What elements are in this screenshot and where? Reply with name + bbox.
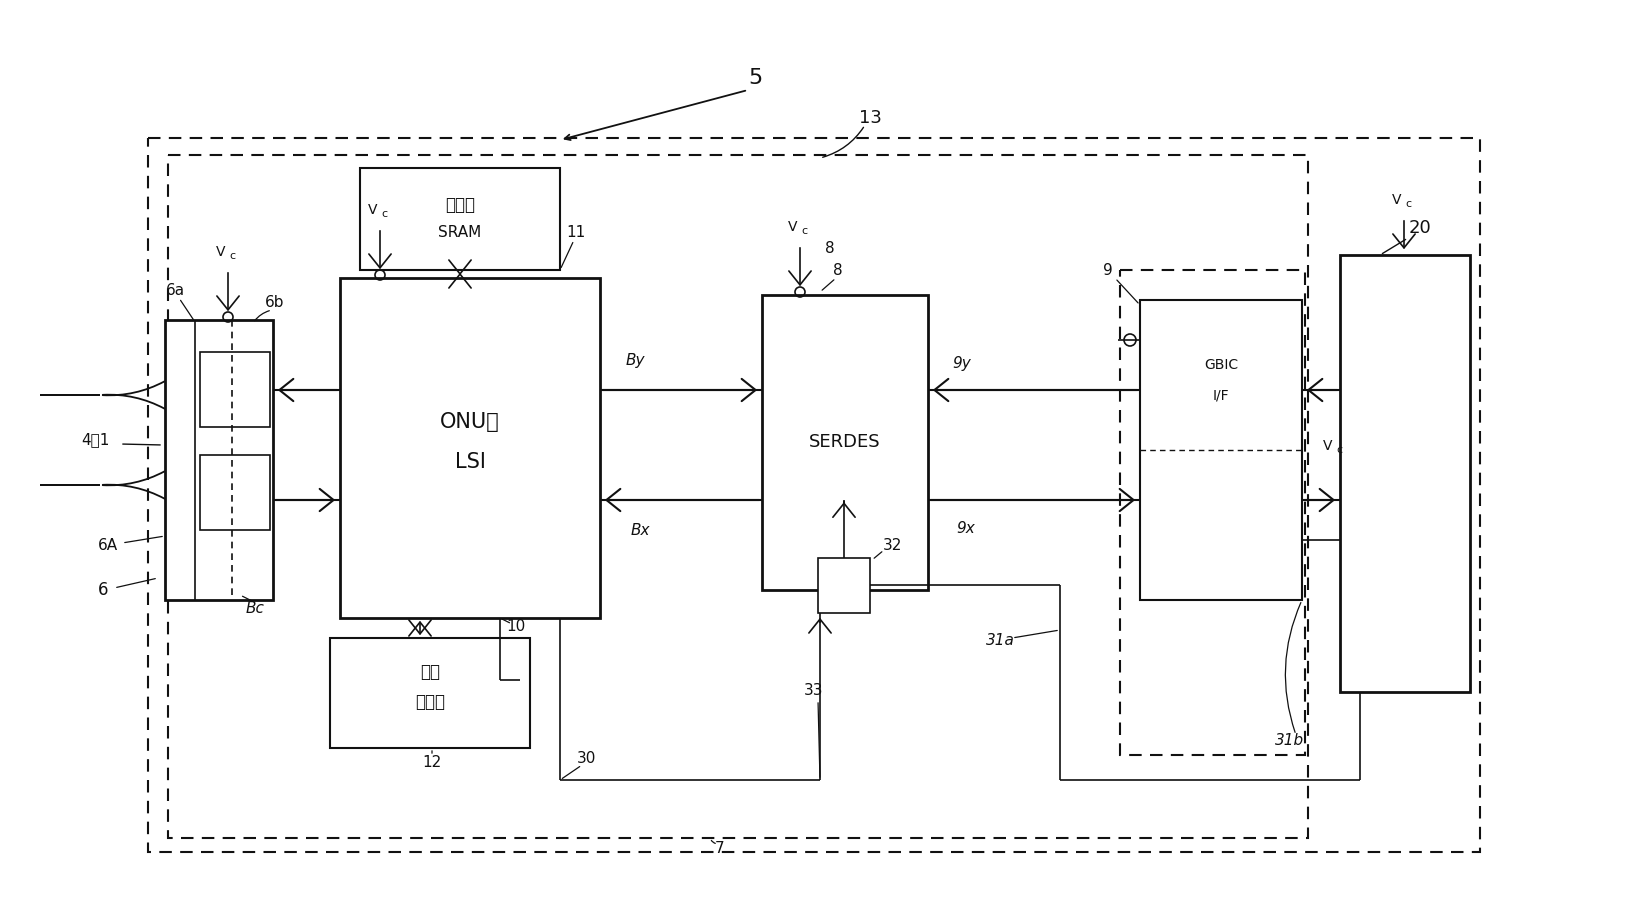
Bar [361, 168, 560, 270]
Text: 9x: 9x [956, 520, 976, 536]
Text: 6: 6 [98, 581, 108, 599]
Text: 8: 8 [826, 241, 836, 255]
Bar [149, 138, 1480, 852]
Text: 32: 32 [883, 538, 902, 552]
Text: V: V [1392, 193, 1402, 207]
Text: 9: 9 [1103, 262, 1113, 278]
Text: SRAM: SRAM [439, 224, 481, 240]
Text: 8: 8 [834, 262, 842, 278]
Bar [165, 320, 273, 600]
Bar [762, 295, 929, 590]
Text: 5: 5 [747, 68, 762, 88]
Text: 9y: 9y [953, 356, 971, 370]
Text: V: V [369, 203, 377, 217]
Text: 30: 30 [576, 750, 596, 766]
Bar [201, 455, 269, 530]
Text: ONU用: ONU用 [441, 412, 499, 432]
Text: I/F: I/F [1213, 388, 1229, 402]
Text: 31b: 31b [1276, 732, 1304, 748]
Text: 12: 12 [423, 755, 442, 769]
Text: SERDES: SERDES [809, 433, 881, 451]
Bar [818, 558, 870, 613]
Text: 6b: 6b [266, 294, 284, 310]
Bar [1120, 270, 1306, 755]
Text: c: c [801, 226, 808, 236]
Text: c: c [1405, 199, 1412, 209]
Text: c: c [228, 251, 235, 261]
Bar [330, 638, 530, 748]
Text: 存储器: 存储器 [415, 693, 446, 711]
Text: V: V [788, 220, 798, 234]
Text: 4－1: 4－1 [82, 433, 109, 447]
Text: GBIC: GBIC [1204, 358, 1239, 372]
Text: 6A: 6A [98, 538, 118, 552]
Text: 13: 13 [858, 109, 881, 127]
Text: c: c [1337, 445, 1342, 455]
Text: 20: 20 [1408, 219, 1431, 237]
Bar [201, 352, 269, 427]
Text: Bc: Bc [245, 601, 264, 615]
Text: 闪烁: 闪烁 [419, 663, 441, 681]
Text: Bx: Bx [630, 522, 650, 538]
Text: V: V [217, 245, 225, 259]
Text: 6a: 6a [165, 282, 184, 298]
Bar [168, 155, 1307, 838]
Text: 10: 10 [506, 618, 526, 633]
Text: 同步式: 同步式 [446, 196, 475, 214]
Text: By: By [625, 353, 645, 367]
Bar [339, 278, 601, 618]
Text: 33: 33 [805, 682, 824, 698]
Text: c: c [380, 209, 387, 219]
Text: 31a: 31a [986, 633, 1015, 647]
Text: 7: 7 [715, 841, 725, 855]
Text: V: V [1324, 439, 1333, 453]
Bar [1340, 255, 1470, 692]
Text: 11: 11 [566, 224, 586, 240]
Bar [1141, 300, 1302, 600]
Text: LSI: LSI [455, 452, 485, 472]
